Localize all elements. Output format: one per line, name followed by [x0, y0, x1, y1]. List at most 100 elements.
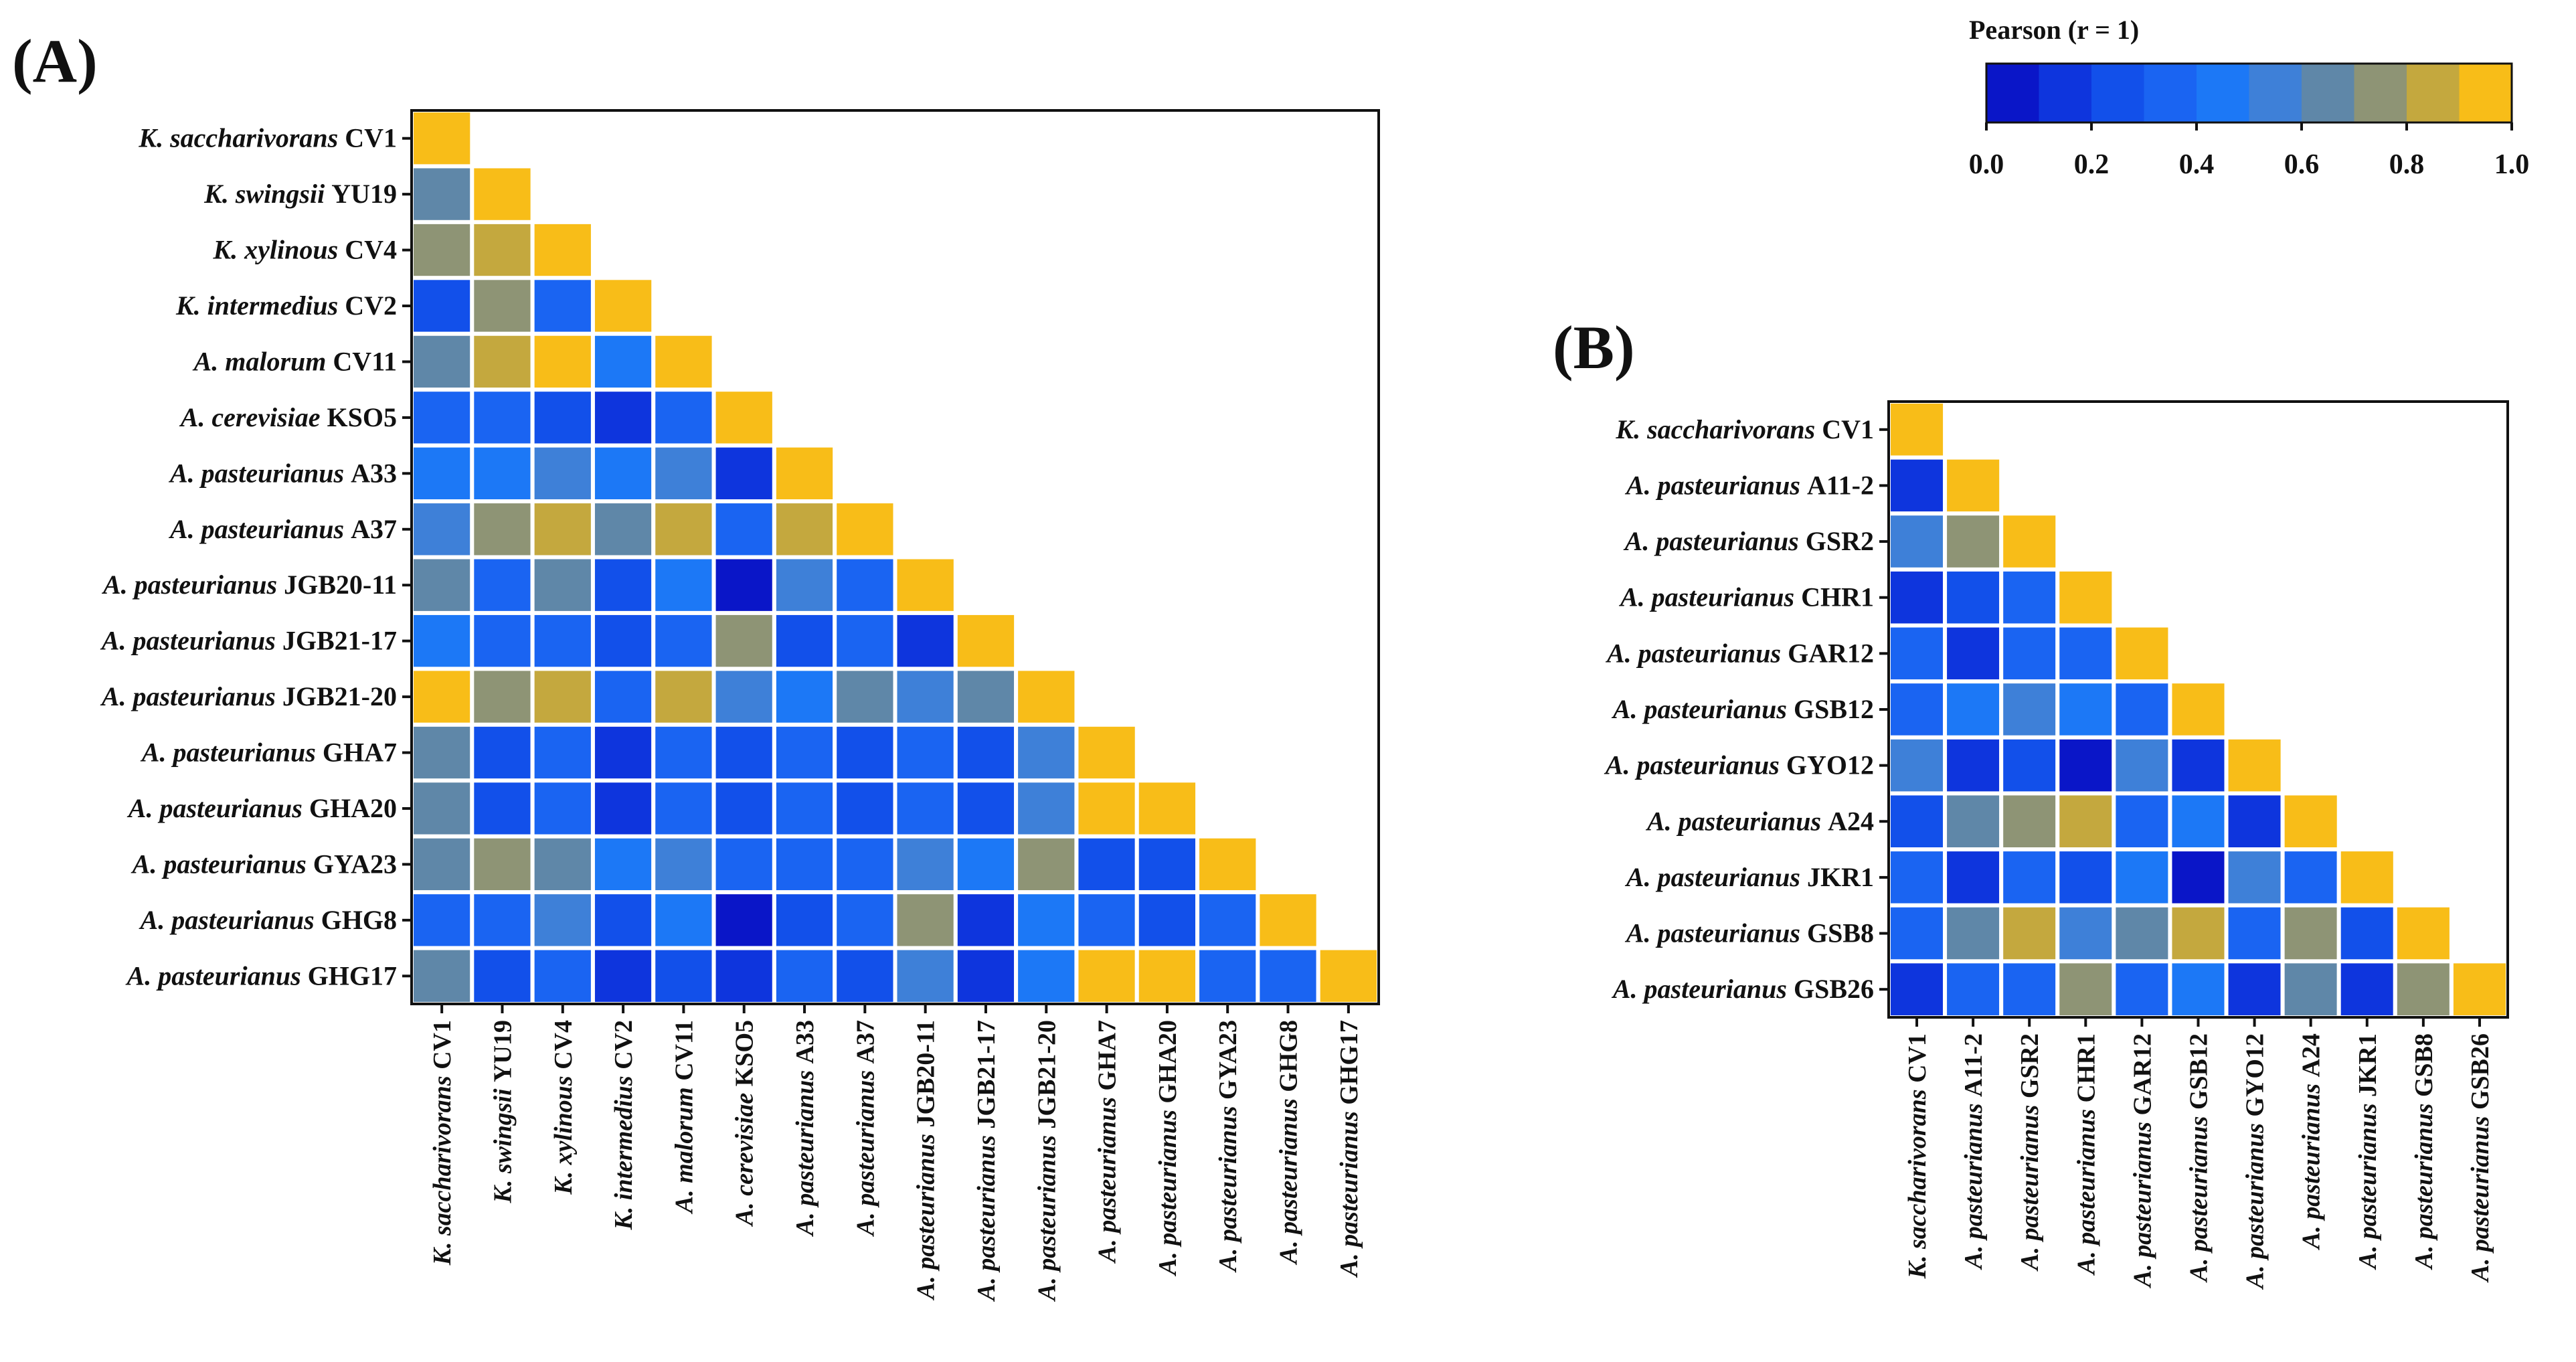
heatmap-a-cell	[410, 722, 475, 783]
heatmap-a-cell	[1316, 946, 1381, 1006]
heatmap-b-row-label: A. pasteurianus JKR1	[1624, 862, 1874, 892]
heatmap-b-row-label: A. pasteurianus GSB26	[1611, 974, 1874, 1004]
heatmap-a: K. saccharivorans CV1 K. swingsii YU19 K. …	[100, 108, 1381, 1302]
heatmap-a-cell	[772, 946, 837, 1006]
heatmap-a-cell	[1074, 722, 1139, 783]
heatmap-a-row-label: K. swingsii YU19	[203, 179, 397, 209]
heatmap-b-cell	[2224, 959, 2285, 1020]
heatmap-a-cell	[1256, 890, 1320, 950]
heatmap-b-cell	[2055, 679, 2116, 740]
heatmap-a-cell	[590, 722, 656, 783]
heatmap-a-col-label: A. pasteurianus GHG8	[1275, 1020, 1303, 1265]
heatmap-a-cell	[410, 834, 475, 895]
heatmap-b-cell	[1943, 679, 2004, 740]
heatmap-b-row-label: A. pasteurianus GSB8	[1624, 918, 1874, 948]
colorbar-tick-label: 0.2	[2074, 149, 2110, 180]
panel-a-label: (A)	[12, 27, 98, 95]
heatmap-a-cell	[772, 610, 837, 671]
heatmap-a-col-label: A. pasteurianus JGB21-17	[972, 1020, 1001, 1302]
heatmap-a-cell	[590, 388, 656, 448]
heatmap-a-row-label: A. pasteurianus GHA7	[140, 738, 397, 768]
heatmap-b-cell	[1887, 903, 1948, 964]
heatmap-a-cell	[530, 555, 595, 615]
heatmap-a-row-label: A. pasteurianus JGB21-20	[100, 681, 397, 711]
heatmap-a-cell	[893, 555, 958, 615]
heatmap-b-cell	[1943, 791, 2004, 852]
heatmap-a-cell	[470, 276, 535, 336]
heatmap-a-cell	[651, 890, 716, 950]
heatmap-a-cell	[1074, 778, 1139, 839]
heatmap-a-col-label: A. pasteurianus GHG17	[1335, 1020, 1363, 1278]
heatmap-a-col-label: K. swingsii YU19	[489, 1020, 517, 1203]
heatmap-a-col-label: A. cerevisiae KSO5	[731, 1020, 759, 1227]
heatmap-a-cell	[772, 667, 837, 727]
heatmap-a-cell	[470, 834, 535, 895]
heatmap-b-row-label: A. pasteurianus A24	[1645, 806, 1874, 836]
heatmap-a-cell	[893, 834, 958, 895]
heatmap-b-row-label: K. saccharivorans CV1	[1615, 414, 1874, 444]
heatmap-b-cell	[2055, 791, 2116, 852]
heatmap-a-cell	[1195, 946, 1260, 1006]
heatmap-a-cell	[1014, 946, 1079, 1006]
heatmap-b-col-label: A. pasteurianus GSB26	[2466, 1033, 2494, 1283]
heatmap-a-cell	[1014, 890, 1079, 950]
heatmap-a-cell	[651, 555, 716, 615]
heatmap-a-cell	[530, 778, 595, 839]
heatmap-a-cell	[953, 722, 1019, 783]
heatmap-b-cell	[2280, 959, 2341, 1020]
heatmap-b-cell	[2168, 959, 2229, 1020]
heatmap-b-cell	[2055, 567, 2116, 628]
heatmap-a-row-label: K. saccharivorans CV1	[138, 123, 397, 153]
heatmap-a-cell	[410, 610, 475, 671]
heatmap-a-cell	[893, 667, 958, 727]
heatmap-a-cell	[711, 667, 776, 727]
heatmap-a-cell	[711, 443, 776, 504]
colorbar-swatch	[2407, 64, 2460, 122]
heatmap-b-col-label: A. pasteurianus JKR1	[2354, 1033, 2382, 1270]
heatmap-a-row-label: A. pasteurianus A33	[168, 458, 397, 488]
heatmap-a-row-label: A. pasteurianus GHG17	[125, 960, 397, 991]
heatmap-a-cell	[530, 388, 595, 448]
heatmap-a-cell	[1074, 834, 1139, 895]
colorbar-swatch	[2302, 64, 2354, 122]
heatmap-a-cell	[893, 890, 958, 950]
heatmap-a-cell	[651, 722, 716, 783]
heatmap-a-cell	[470, 890, 535, 950]
heatmap-a-cell	[651, 331, 716, 392]
heatmap-a-cell	[590, 890, 656, 950]
heatmap-b-cell	[2336, 847, 2397, 908]
heatmap-a-cell	[772, 778, 837, 839]
colorbar-tick-label: 0.6	[2284, 149, 2320, 180]
heatmap-b-cell	[2224, 791, 2285, 852]
heatmap-a-cell	[470, 946, 535, 1006]
heatmap-a-cell	[833, 890, 897, 950]
heatmap-a-cell	[833, 555, 897, 615]
heatmap-a-col-label: A. pasteurianus JGB21-20	[1033, 1020, 1061, 1302]
heatmap-a-cell	[470, 610, 535, 671]
heatmap-b-cell	[2393, 903, 2454, 964]
heatmap-a-cell	[1074, 946, 1139, 1006]
heatmap-b-col-label: A. pasteurianus GSB8	[2410, 1033, 2438, 1270]
heatmap-a-cell	[410, 220, 475, 280]
heatmap-b-row-label: A. pasteurianus A11-2	[1624, 470, 1874, 500]
heatmap-a-cell	[470, 667, 535, 727]
heatmap-b-cell	[2055, 735, 2116, 796]
heatmap-b-cell	[1943, 735, 2004, 796]
heatmap-a-cell	[590, 555, 656, 615]
heatmap-a-col-label: K. intermedius CV2	[610, 1020, 638, 1231]
heatmap-a-row-label: A. pasteurianus A37	[168, 514, 397, 544]
heatmap-a-cell	[893, 778, 958, 839]
heatmap-b-cell	[2336, 903, 2397, 964]
heatmap-b-cell	[2168, 679, 2229, 740]
heatmap-a-cell	[470, 443, 535, 504]
heatmap-a-cell	[470, 164, 535, 224]
heatmap-a-cell	[953, 946, 1019, 1006]
colorbar-swatch	[2144, 64, 2197, 122]
heatmap-b-cell	[2393, 959, 2454, 1020]
heatmap-a-cell	[410, 164, 475, 224]
heatmap-a-cell	[772, 722, 837, 783]
heatmap-b-cell	[1943, 903, 2004, 964]
heatmap-a-cell	[1195, 834, 1260, 895]
heatmap-a-cell	[953, 778, 1019, 839]
